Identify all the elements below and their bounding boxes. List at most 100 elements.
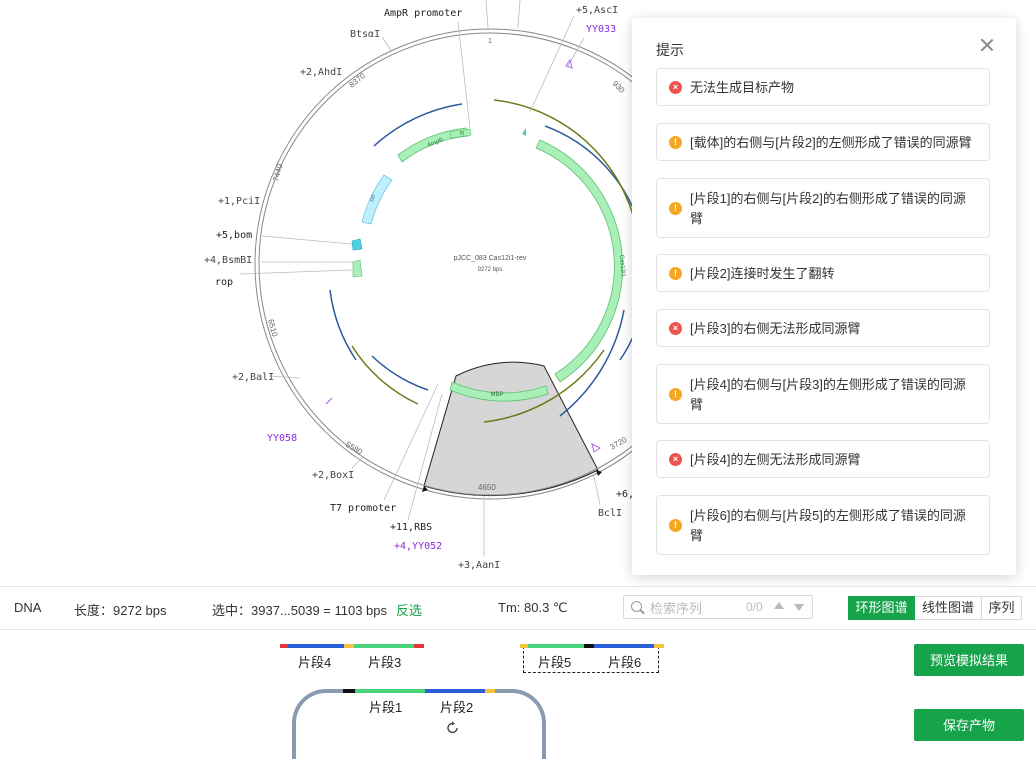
feature-mbp-label: MBP <box>490 392 503 398</box>
selection-end-marker[interactable] <box>596 470 602 476</box>
tip-text: 无法生成目标产物 <box>690 80 795 95</box>
tip-text: [片段4]的左侧无法形成同源臂 <box>690 452 861 467</box>
vector-loop[interactable] <box>292 689 546 759</box>
sequence-type: DNA <box>14 600 42 615</box>
search-count: 0/0 <box>746 600 763 614</box>
orf-arc-1 <box>373 103 463 147</box>
rotate-icon[interactable] <box>446 721 460 735</box>
warning-icon: ! <box>669 202 682 215</box>
tip-item: × [片段4]的左侧无法形成同源臂 <box>656 440 990 478</box>
site-bsmbi[interactable]: +4,BsmBI <box>204 255 252 266</box>
fragment-3-bar[interactable] <box>354 644 414 648</box>
primer-yy033-marker[interactable] <box>565 58 573 69</box>
feature-cas12i1[interactable] <box>535 139 623 383</box>
primer-yy058-marker[interactable] <box>325 397 333 405</box>
selection-wedge[interactable] <box>456 258 544 376</box>
warning-icon: ! <box>669 519 682 532</box>
feature-cas12i1-label: Cas12i1 <box>618 255 626 278</box>
scale-tick-5580: 5580 <box>344 440 364 457</box>
primer-marker-right[interactable] <box>591 443 601 453</box>
feature-ori[interactable] <box>361 174 393 225</box>
plasmid-map-area[interactable]: AmpR f0 ori Cas12i1 MBP 1 930 3720 4650 … <box>0 0 1036 585</box>
fragment-4-label[interactable]: 片段4 <box>298 655 332 670</box>
site-ampr-promoter[interactable]: AmpR promoter <box>384 8 462 19</box>
scale-tick-8370: 8370 <box>348 71 368 90</box>
invert-selection-link[interactable]: 反选 <box>396 603 423 618</box>
orf-arc-7 <box>351 345 419 405</box>
site-rop[interactable]: rop <box>215 277 233 288</box>
fragment-2-label[interactable]: 片段2 <box>440 700 474 715</box>
search-icon <box>631 601 642 612</box>
feature-rop[interactable] <box>352 259 363 278</box>
selection-start-marker[interactable] <box>422 486 428 492</box>
error-icon: × <box>669 322 682 335</box>
orf-arc-2 <box>329 289 357 361</box>
scale-tick-3720: 3720 <box>609 435 629 452</box>
site-aani[interactable]: +3,AanI <box>458 560 500 571</box>
tip-text: [载体]的右侧与[片段2]的左侧形成了错误的同源臂 <box>690 135 972 150</box>
orf-arc-5 <box>559 309 625 417</box>
site-bom[interactable]: +5,bom <box>216 230 252 241</box>
tab-linear-map[interactable]: 线性图谱 <box>915 596 982 620</box>
sequence-length: 长度：9272 bps <box>74 603 167 618</box>
plasmid-length: 9272 bps <box>478 267 503 273</box>
scale-tick-7440: 7440 <box>271 162 284 182</box>
feature-ampr-label: AmpR <box>427 137 445 149</box>
assembly-area: 片段4 片段3 片段5 片段6 片段1 片段2 预览模拟结果 保存产物 <box>0 629 1036 759</box>
tip-item: × [片段3]的右侧无法形成同源臂 <box>656 309 990 347</box>
scale-tick-1: 1 <box>488 38 492 45</box>
feature-ori-label: ori <box>369 194 377 202</box>
fragment-4-bar[interactable] <box>288 644 344 648</box>
tip-item: ! [载体]的右侧与[片段2]的左侧形成了错误的同源臂 <box>656 123 990 161</box>
tips-panel: 提示 × 无法生成目标产物 ! [载体]的右侧与[片段2]的左侧形成了错误的同源… <box>632 18 1016 575</box>
fragment-2-bar[interactable] <box>425 689 485 693</box>
site-bcli[interactable]: BclI <box>598 508 622 519</box>
site-yy058[interactable]: YY058 <box>267 433 297 444</box>
site-bali[interactable]: +2,BalI <box>232 372 274 383</box>
fragment-6-label[interactable]: 片段6 <box>608 655 642 670</box>
fragment-5-label[interactable]: 片段5 <box>538 655 572 670</box>
fragment-6-bar[interactable] <box>594 644 654 648</box>
tab-circular-map[interactable]: 环形图谱 <box>848 596 915 620</box>
site-yy052[interactable]: +4,YY052 <box>394 541 442 552</box>
fragment-5-bar[interactable] <box>528 644 584 648</box>
feature-f0-label: f0 <box>460 131 464 137</box>
site-pcii[interactable]: +1,PciI <box>218 196 260 207</box>
tip-text: [片段1]的右侧与[片段2]的右侧形成了错误的同源臂 <box>690 191 966 226</box>
next-match-icon[interactable] <box>794 604 804 611</box>
preview-simulation-button[interactable]: 预览模拟结果 <box>914 644 1024 676</box>
selection-wedge-shape[interactable] <box>423 361 599 497</box>
save-product-button[interactable]: 保存产物 <box>914 709 1024 741</box>
tm-value: Tm: 80.3 ℃ <box>498 600 568 615</box>
site-plus6[interactable]: +6, <box>616 489 634 500</box>
site-boxi[interactable]: +2,BoxI <box>312 470 354 481</box>
feature-mbp[interactable] <box>449 381 549 402</box>
tip-text: [片段2]连接时发生了翻转 <box>690 266 835 281</box>
site-leader-lines <box>239 0 601 556</box>
search-input[interactable] <box>648 598 752 618</box>
fragment-1-label[interactable]: 片段1 <box>369 700 403 715</box>
tab-sequence[interactable]: 序列 <box>982 596 1022 620</box>
fragment-1-bar[interactable] <box>355 689 425 693</box>
warning-icon: ! <box>669 267 682 280</box>
scale-tick-930: 930 <box>611 79 627 95</box>
fragment-3-label[interactable]: 片段3 <box>368 655 402 670</box>
search-box[interactable]: 0/0 <box>623 595 813 619</box>
site-rbs[interactable]: +11,RBS <box>390 522 432 533</box>
feature-f0[interactable] <box>449 128 472 139</box>
site-btsai[interactable]: BtsαI <box>350 29 380 40</box>
prev-match-icon[interactable] <box>774 602 784 609</box>
warning-icon: ! <box>669 388 682 401</box>
plasmid-map[interactable]: AmpR f0 ori Cas12i1 MBP 1 930 3720 4650 … <box>0 0 1036 585</box>
close-icon[interactable] <box>980 38 994 52</box>
tip-item: ! [片段2]连接时发生了翻转 <box>656 254 990 292</box>
site-ahdi[interactable]: +2,AhdI <box>300 67 342 78</box>
feature-bom[interactable] <box>351 238 363 251</box>
site-asci[interactable]: +5,AscI <box>576 5 618 16</box>
site-t7-promoter[interactable]: T7 promoter <box>330 503 396 514</box>
tip-item: ! [片段4]的右侧与[片段3]的左侧形成了错误的同源臂 <box>656 364 990 424</box>
site-yy033[interactable]: YY033 <box>586 24 616 35</box>
tip-item: ! [片段1]的右侧与[片段2]的右侧形成了错误的同源臂 <box>656 178 990 238</box>
fragment-group-selection[interactable] <box>523 646 659 673</box>
tip-text: [片段4]的右侧与[片段3]的左侧形成了错误的同源臂 <box>690 377 966 412</box>
